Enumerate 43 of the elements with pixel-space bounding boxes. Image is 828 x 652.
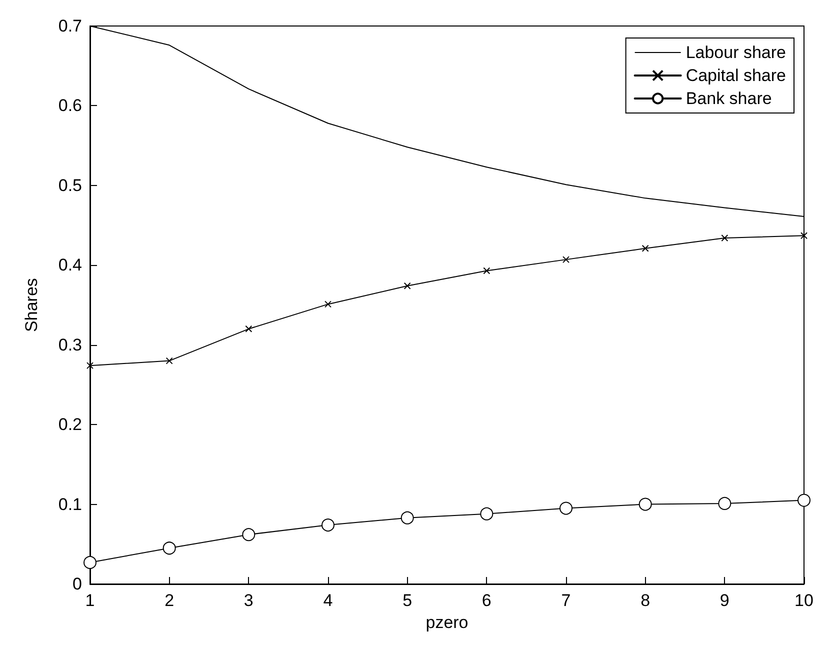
x-tick-label: 4 [323, 591, 333, 610]
x-tick-label: 6 [482, 591, 492, 610]
point [242, 528, 256, 542]
point [166, 357, 173, 364]
y-tick-label: 0.1 [58, 494, 82, 514]
y-tick-label: 0.7 [58, 16, 82, 36]
point [638, 498, 652, 511]
x-tick-label: 1 [85, 591, 95, 610]
point [162, 542, 176, 555]
y-axis-title: Shares [22, 278, 41, 332]
x-tick-label: 8 [640, 591, 650, 610]
point [483, 267, 490, 274]
point [721, 234, 728, 242]
point [642, 244, 649, 252]
point [86, 362, 94, 370]
x-tick-label: 5 [402, 591, 412, 610]
point [400, 511, 414, 524]
x-axis-title: pzero [426, 613, 468, 632]
point [800, 232, 808, 240]
x-tick-label: 3 [244, 591, 254, 610]
point [480, 507, 494, 520]
point [404, 282, 411, 290]
point [245, 325, 252, 332]
y-tick-label: 0.3 [58, 335, 82, 354]
x-tick-label: 10 [794, 591, 814, 610]
y-tick-label: 0.5 [58, 176, 82, 195]
x-tick-label: 7 [561, 591, 571, 610]
point [562, 256, 570, 264]
y-tick-label: 0.2 [58, 415, 82, 434]
x-tick-label: 9 [720, 591, 730, 610]
point [84, 556, 96, 569]
point [560, 502, 572, 515]
point [718, 496, 732, 510]
legend-label: Labour share [686, 43, 786, 62]
y-tick-label: 0.6 [58, 96, 82, 116]
legend-label: Bank share [686, 89, 772, 108]
y-tick-label: 0.4 [58, 256, 82, 275]
point [798, 494, 810, 507]
x-tick-label: 2 [164, 591, 174, 610]
point [322, 518, 334, 532]
point [324, 300, 332, 308]
y-tick-label: 0 [72, 574, 82, 594]
legend-label: Capital share [686, 66, 786, 85]
